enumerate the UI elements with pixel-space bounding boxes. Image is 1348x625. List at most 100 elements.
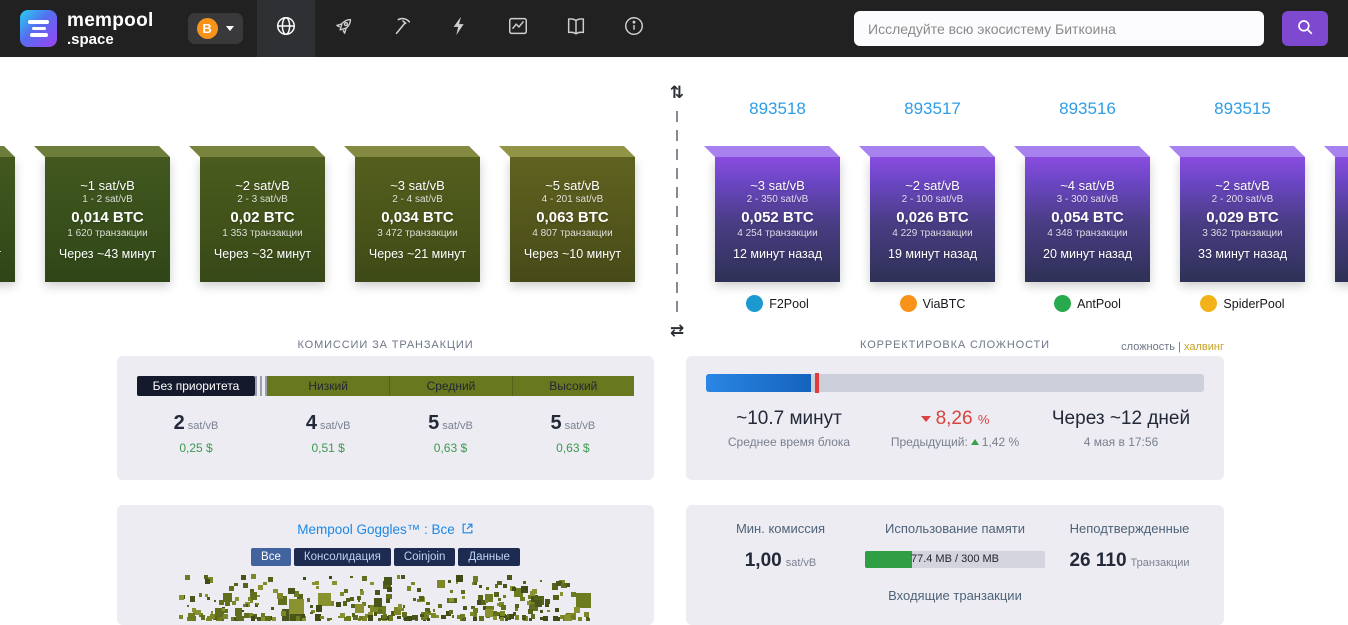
search-input[interactable] xyxy=(854,11,1264,46)
mempool-tx-square xyxy=(351,604,355,608)
fee-value: 4 sat/vB 0,51 $ xyxy=(267,412,389,455)
mempool-tx-square xyxy=(249,588,254,593)
mempool-tx-square xyxy=(485,593,493,602)
mempool-tx-square xyxy=(563,616,567,621)
mempool-tx-square xyxy=(360,588,363,592)
mempool-tx-square xyxy=(542,615,548,621)
mempool-tx-square xyxy=(373,612,377,616)
mempool-tx-square xyxy=(559,592,563,596)
mempool-tx-square xyxy=(521,615,526,620)
halving-link[interactable]: халвинг xyxy=(1184,341,1224,353)
mempool-block[interactable]: ~1 sat/vB 1 - 2 sat/vB 0,014 BTC 1 620 т… xyxy=(34,146,170,282)
pool-name: ViaBTC xyxy=(922,296,966,311)
mempool-tx-square xyxy=(555,608,559,612)
mempool-tx-square xyxy=(556,580,562,587)
mempool-tx-square xyxy=(195,609,201,616)
goggles-tab-all[interactable]: Все xyxy=(251,548,291,566)
sort-vertical-icon[interactable]: ⇅ xyxy=(669,83,685,103)
goggles-tab-coinjoin[interactable]: Coinjoin xyxy=(393,548,456,566)
block-height-link[interactable]: 893517 xyxy=(904,99,961,118)
mempool-tx-square xyxy=(534,600,542,607)
mempool-tx-square xyxy=(511,586,516,591)
nav-item-about[interactable] xyxy=(605,0,663,57)
fee-value: 2 sat/vB 0,25 $ xyxy=(137,412,255,455)
fee-range: 4 - 201 sat/vB xyxy=(541,194,604,205)
mempool-tx-square xyxy=(219,617,222,621)
currency-selector[interactable] xyxy=(187,13,243,44)
mempool-tx-square xyxy=(311,609,315,613)
block-top-face xyxy=(0,146,15,157)
nav-item-accelerator[interactable] xyxy=(315,0,373,57)
search-button[interactable] xyxy=(1282,11,1328,46)
block-top-face xyxy=(1324,146,1348,157)
mined-block[interactable]: ~4 sat/vB 3 - 300 sat/vB 0,054 BTC 4 348… xyxy=(1014,146,1150,282)
block-top-face xyxy=(1169,146,1305,157)
mempool-tx-square xyxy=(497,580,502,586)
tx-count: 4 229 транзакции xyxy=(892,228,973,239)
tx-count: 1 353 транзакции xyxy=(222,228,303,239)
mempool-tx-square xyxy=(529,591,535,597)
mempool-tx-square xyxy=(476,600,482,605)
incoming-transactions-title: Входящие транзакции xyxy=(888,588,1022,603)
mining-pool[interactable]: F2Pool xyxy=(715,295,840,312)
mempool-tx-square xyxy=(499,616,505,621)
mempool-tx-square xyxy=(436,580,445,589)
mined-block[interactable]: ~3 sat/vB 2 - 350 sat/vB 0,052 BTC 4 254… xyxy=(704,146,840,282)
mempool-tx-square xyxy=(384,577,392,585)
mempool-tx-square xyxy=(387,586,393,592)
external-link-icon xyxy=(461,522,474,538)
difficulty-link[interactable]: сложность xyxy=(1121,341,1176,353)
goggles-tab-data[interactable]: Данные xyxy=(458,548,520,566)
brand-logo[interactable]: mempool .space xyxy=(20,10,154,47)
mining-pool[interactable]: ViaBTC xyxy=(870,295,995,312)
mempool-tx-square xyxy=(471,605,475,609)
mined-block[interactable] xyxy=(1324,146,1348,282)
mempool-tx-square xyxy=(240,574,246,581)
unconfirmed-stat: Неподтвержденные 26 110 Транзакции xyxy=(1045,521,1214,572)
block-height-link[interactable]: 893518 xyxy=(749,99,806,118)
mempool-tx-square xyxy=(332,580,338,586)
total-btc: 0,052 BTC xyxy=(741,209,814,226)
mempool-block[interactable]: ~5 sat/vB 4 - 201 sat/vB 0,063 BTC 4 807… xyxy=(499,146,635,282)
mempool-tx-square xyxy=(472,612,478,617)
nav-item-lightning[interactable] xyxy=(431,0,489,57)
mempool-tx-square xyxy=(546,609,550,613)
fee-range: 2 - 4 sat/vB xyxy=(392,194,443,205)
mempool-tx-square xyxy=(360,591,364,595)
mining-pool[interactable]: AntPool xyxy=(1025,295,1150,312)
block-height-link[interactable]: 893516 xyxy=(1059,99,1116,118)
mempool-tx-square xyxy=(359,615,364,620)
total-btc: 0,014 BTC xyxy=(71,209,144,226)
mempool-block[interactable]: ~1 sat/vB 1 - 2 sat/vB 0,011 BTC 1 432 т… xyxy=(0,146,15,282)
mempool-tx-square xyxy=(527,594,532,600)
mined-block[interactable]: ~2 sat/vB 2 - 200 sat/vB 0,029 BTC 3 362… xyxy=(1169,146,1305,282)
nav-item-mining[interactable] xyxy=(373,0,431,57)
mempool-tx-square xyxy=(514,614,520,620)
swap-horizontal-icon[interactable]: ⇄ xyxy=(669,321,685,337)
mempool-tx-square xyxy=(552,615,558,621)
brand-name: mempool xyxy=(67,9,154,31)
mempool-tx-square xyxy=(463,606,467,611)
mempool-block[interactable]: ~2 sat/vB 2 - 3 sat/vB 0,02 BTC 1 353 тр… xyxy=(189,146,325,282)
nav-item-dashboard[interactable] xyxy=(256,0,315,57)
mempool-tx-square xyxy=(504,617,509,621)
mempool-block[interactable]: ~3 sat/vB 2 - 4 sat/vB 0,034 BTC 3 472 т… xyxy=(344,146,480,282)
nav-item-docs[interactable] xyxy=(547,0,605,57)
goggles-tab-consolidation[interactable]: Консолидация xyxy=(293,548,391,566)
mempool-tx-square xyxy=(281,611,286,616)
mempool-tx-square xyxy=(478,584,483,589)
mined-block[interactable]: ~2 sat/vB 2 - 100 sat/vB 0,026 BTC 4 229… xyxy=(859,146,995,282)
unconfirmed-unit: Транзакции xyxy=(1130,557,1190,569)
mempool-tx-square xyxy=(559,579,565,586)
nav-item-graphs[interactable] xyxy=(489,0,547,57)
mempool-tx-square xyxy=(505,615,511,621)
goggles-title-link[interactable]: Mempool Goggles™ : Все xyxy=(297,522,474,538)
mempool-tx-square xyxy=(404,616,409,621)
fee-unit: sat/vB xyxy=(319,420,351,432)
mempool-tx-square xyxy=(302,576,307,581)
goggles-mosaic[interactable] xyxy=(178,574,593,621)
mempool-tx-square xyxy=(420,613,424,618)
mining-pool[interactable]: SpiderPool xyxy=(1180,295,1305,312)
chart-icon xyxy=(507,15,529,42)
block-height-link[interactable]: 893515 xyxy=(1214,99,1271,118)
